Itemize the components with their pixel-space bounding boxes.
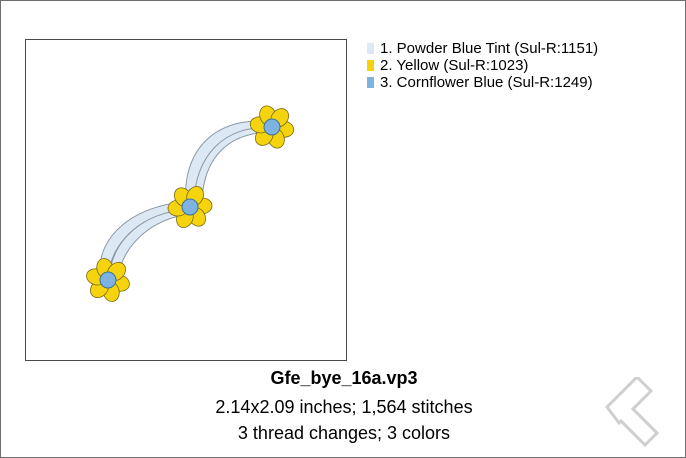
thread-item-2: 2. Yellow (Sul-R:1023) (367, 57, 598, 74)
thread-item-3: 3. Cornflower Blue (Sul-R:1249) (367, 74, 598, 91)
thread-legend: 1. Powder Blue Tint (Sul-R:1151) 2. Yell… (367, 40, 598, 91)
thread-label-2: 2. Yellow (Sul-R:1023) (380, 57, 529, 74)
embroidery-artwork (86, 105, 295, 302)
thread-item-1: 1. Powder Blue Tint (Sul-R:1151) (367, 40, 598, 57)
thread-label-1: 1. Powder Blue Tint (Sul-R:1151) (380, 40, 599, 57)
flower-bottom (86, 258, 130, 302)
design-changes-colors: 3 thread changes; 3 colors (237, 423, 451, 443)
thread-label-3: 3. Cornflower Blue (Sul-R:1249) (380, 74, 593, 91)
flower-top-center (263, 118, 281, 136)
corner-watermark-mark (605, 377, 660, 448)
flower-top (249, 105, 295, 149)
flower-middle (167, 186, 213, 228)
design-size-stitches: 2.14x2.09 inches; 1,564 stitches (215, 397, 473, 417)
thread-swatch-3 (367, 77, 374, 88)
embroidery-preview (25, 39, 347, 361)
thread-swatch-2 (367, 60, 374, 71)
flower-bottom-center (99, 271, 117, 289)
thread-swatch-1 (367, 43, 374, 54)
design-filename: Gfe_bye_16a.vp3 (270, 368, 418, 388)
flower-middle-center (181, 198, 199, 216)
